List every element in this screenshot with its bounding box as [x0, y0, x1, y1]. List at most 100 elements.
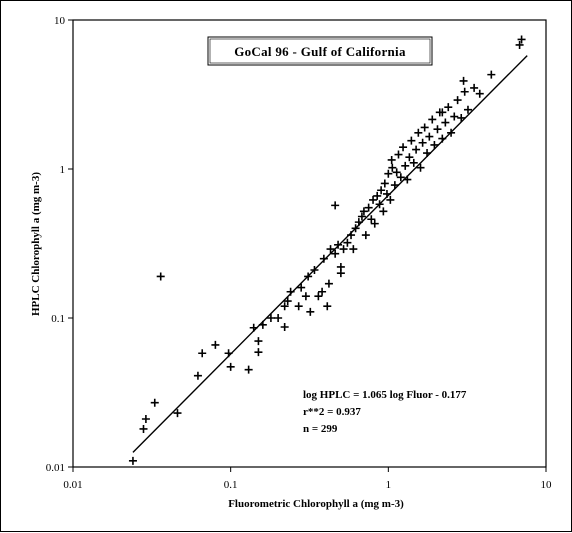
data-point	[306, 307, 315, 316]
x-tick-label: 10	[541, 479, 553, 491]
data-point	[425, 132, 434, 141]
data-point	[459, 76, 468, 85]
data-point	[254, 348, 263, 357]
data-point	[430, 140, 439, 149]
data-point	[370, 219, 379, 228]
data-point	[407, 136, 416, 145]
data-point	[373, 191, 382, 200]
data-point	[377, 186, 386, 195]
data-point	[359, 207, 368, 216]
data-point	[301, 292, 310, 301]
data-point	[357, 212, 366, 221]
data-point	[364, 203, 373, 212]
regression-equation: log HPLC = 1.065 log Fluor - 0.177	[303, 389, 467, 401]
data-point	[396, 173, 405, 182]
data-point	[390, 181, 399, 190]
data-point	[450, 112, 459, 121]
data-point	[254, 337, 263, 346]
data-point	[193, 371, 202, 380]
data-point	[280, 302, 289, 311]
data-point	[428, 115, 437, 124]
data-point	[392, 168, 401, 177]
x-tick-label: 0.1	[224, 479, 238, 491]
data-point	[401, 161, 410, 170]
data-point	[336, 262, 345, 271]
data-point	[343, 238, 352, 247]
data-point	[444, 103, 453, 112]
y-axis-title: HPLC Chlorophyll a (mg m-3)	[30, 172, 42, 316]
data-point	[384, 169, 393, 178]
y-tick-label: 1	[60, 164, 66, 176]
data-point	[361, 231, 370, 240]
data-point	[387, 155, 396, 164]
y-tick-label: 0.1	[51, 313, 65, 325]
y-tick-label: 10	[54, 15, 66, 27]
data-point	[463, 105, 472, 114]
data-point	[441, 118, 450, 127]
data-point	[409, 158, 418, 167]
data-point	[294, 302, 303, 311]
data-point	[414, 128, 423, 137]
data-point	[244, 365, 253, 374]
data-point	[173, 409, 182, 418]
plot-area	[72, 19, 547, 468]
data-point	[297, 283, 306, 292]
data-point	[418, 138, 427, 147]
title-box-inner	[209, 38, 431, 64]
x-tick-label: 1	[386, 479, 392, 491]
data-point	[487, 70, 496, 79]
data-point	[326, 245, 335, 254]
data-points	[128, 35, 526, 465]
data-point	[141, 414, 150, 423]
data-point	[323, 302, 332, 311]
x-tick-label: 0.01	[63, 479, 82, 491]
data-point	[460, 87, 469, 96]
data-point	[380, 179, 389, 188]
data-point	[274, 314, 283, 322]
data-point	[405, 153, 414, 162]
data-point	[369, 195, 378, 204]
data-point	[198, 349, 207, 358]
data-point	[517, 35, 526, 44]
data-point	[433, 125, 442, 134]
regression-line	[132, 55, 528, 453]
data-point	[318, 287, 327, 296]
data-point	[470, 83, 479, 92]
data-point	[367, 215, 376, 224]
data-point	[339, 245, 348, 254]
title-box	[207, 36, 433, 66]
data-point	[349, 245, 358, 254]
x-axis-title: Fluorometric Chlorophyll a (mg m-3)	[228, 498, 404, 510]
data-point	[226, 362, 235, 371]
data-point	[324, 279, 333, 288]
data-point	[475, 89, 484, 98]
data-point	[379, 207, 388, 216]
data-point	[150, 398, 159, 407]
data-point	[319, 254, 328, 263]
y-tick-label: 0.01	[46, 462, 65, 474]
data-point	[331, 249, 340, 258]
tick-marks	[68, 19, 547, 472]
data-point	[438, 108, 447, 117]
data-point	[156, 272, 165, 281]
data-point	[283, 297, 292, 306]
data-point	[412, 145, 421, 154]
data-point	[314, 292, 323, 301]
data-point	[420, 123, 429, 132]
data-point	[128, 456, 137, 465]
data-point	[211, 340, 220, 349]
data-point	[331, 201, 340, 210]
data-point	[457, 113, 466, 122]
data-point	[334, 240, 343, 249]
data-point	[280, 323, 289, 332]
sample-size-label: n = 299	[303, 423, 338, 435]
data-point	[388, 163, 397, 172]
data-point	[416, 163, 425, 172]
data-point	[386, 195, 395, 204]
data-point	[266, 314, 275, 322]
data-point	[394, 150, 403, 159]
data-point	[453, 96, 462, 105]
data-point	[399, 143, 408, 152]
